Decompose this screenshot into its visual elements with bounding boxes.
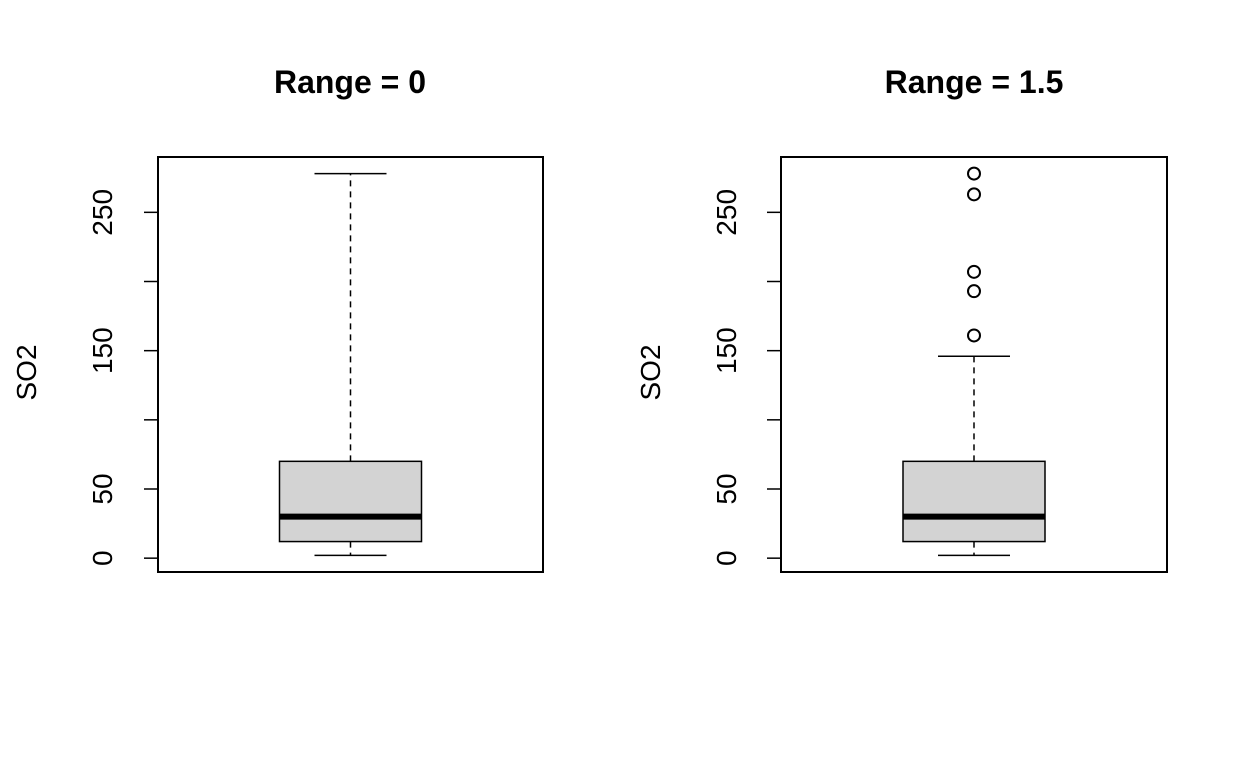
iqr-box xyxy=(278,460,423,543)
y-tick-label: 50 xyxy=(87,473,118,504)
y-tick-label: 150 xyxy=(87,327,118,374)
y-tick-label: 250 xyxy=(87,189,118,236)
iqr-box xyxy=(902,460,1046,543)
chart-title: Range = 1.5 xyxy=(885,64,1064,100)
y-axis-label: SO2 xyxy=(11,344,42,400)
y-tick-label: 0 xyxy=(87,550,118,566)
boxplot-panel-2: Range = 1.5 SO2 0 50 150 250 xyxy=(635,64,1168,573)
y-axis-label: SO2 xyxy=(635,344,666,400)
y-tick-label: 150 xyxy=(711,327,742,374)
outlier-point xyxy=(967,166,981,181)
y-tick-label: 50 xyxy=(711,473,742,504)
y-tick-label: 250 xyxy=(711,189,742,236)
outlier-point xyxy=(967,264,981,279)
chart-title: Range = 0 xyxy=(274,64,426,100)
boxplot-panel-1: Range = 0 SO2 0 50 150 250 xyxy=(11,64,544,573)
y-tick-label: 0 xyxy=(711,550,742,566)
outlier-point xyxy=(967,187,981,202)
outlier-point xyxy=(967,328,981,343)
outlier-point xyxy=(967,284,981,299)
